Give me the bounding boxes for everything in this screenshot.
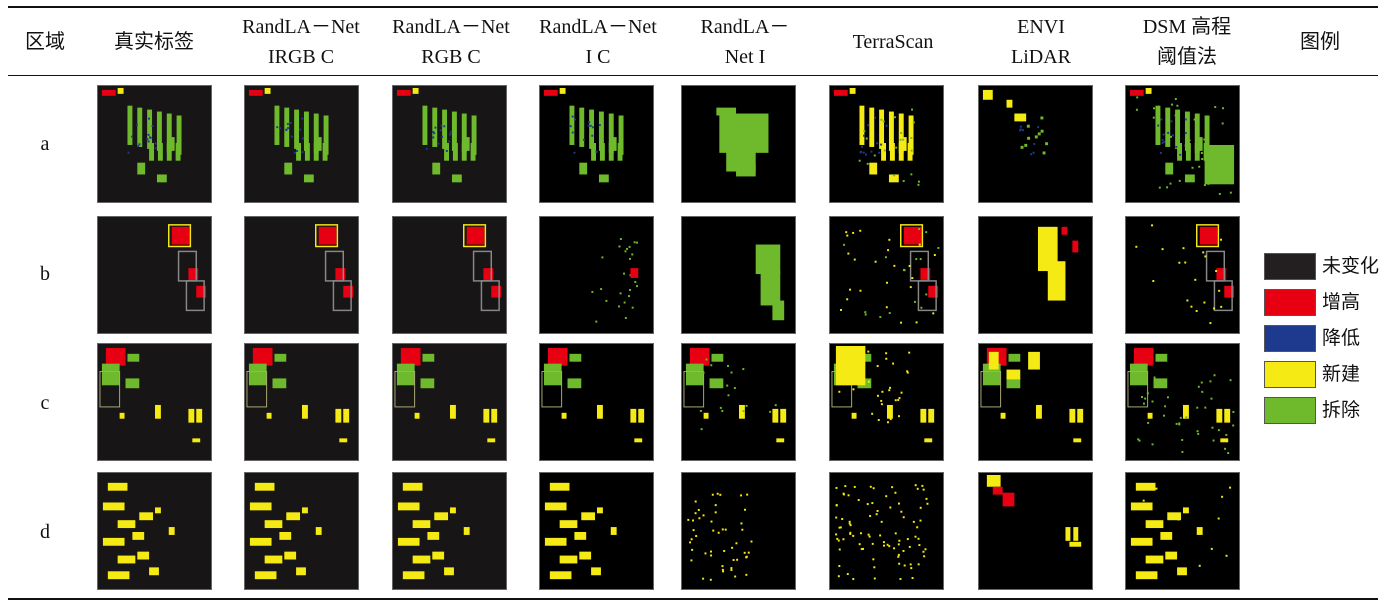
header-region: 区域	[25, 31, 65, 53]
legend-swatch	[1264, 397, 1316, 424]
bottom-rule	[8, 598, 1378, 600]
header-dsm-threshold: DSM 高程 阈值法	[1116, 12, 1258, 72]
result-image-d-envi-lidar	[978, 472, 1093, 590]
header-legend: 图例	[1300, 31, 1340, 53]
result-image-d-randla-irgb-c	[244, 472, 359, 590]
header-line2: LiDAR	[1011, 46, 1071, 68]
result-image-a-randla-i	[681, 85, 796, 203]
result-image-c-randla-irgb-c	[244, 343, 359, 461]
result-image-a-ground-truth	[97, 85, 212, 203]
header-line1: RandLA－Net	[539, 16, 657, 38]
result-image-c-randla-i-c	[539, 343, 654, 461]
result-image-b-randla-irgb-c	[244, 216, 359, 334]
result-image-a-dsm-threshold	[1125, 85, 1240, 203]
result-image-c-randla-i	[681, 343, 796, 461]
legend-label: 未变化	[1322, 255, 1380, 277]
result-image-d-randla-i-c	[539, 472, 654, 590]
header-line2: IRGB C	[267, 46, 335, 68]
header-randla-i-c: RandLA－Net I C	[527, 12, 669, 72]
legend-swatch	[1264, 325, 1316, 352]
result-image-c-terrascan	[829, 343, 944, 461]
header-line1: RandLA－	[700, 16, 790, 38]
header-line1: RandLA－Net	[242, 16, 360, 38]
header-randla-i: RandLA－ Net I	[674, 12, 816, 72]
result-image-b-randla-rgb-c	[392, 216, 507, 334]
result-image-b-envi-lidar	[978, 216, 1093, 334]
result-image-c-envi-lidar	[978, 343, 1093, 461]
header-line1: ENVI	[1017, 16, 1065, 38]
header-terrascan: TerraScan	[852, 31, 934, 53]
legend-label: 拆除	[1322, 399, 1361, 421]
row-label-a: a	[40, 133, 50, 155]
legend-swatch	[1264, 253, 1316, 280]
header-rule	[8, 75, 1378, 76]
result-image-b-randla-i	[681, 216, 796, 334]
legend-label: 增高	[1322, 291, 1361, 313]
result-image-d-randla-rgb-c	[392, 472, 507, 590]
top-rule	[8, 6, 1378, 8]
result-image-d-ground-truth	[97, 472, 212, 590]
result-image-b-randla-i-c	[539, 216, 654, 334]
result-image-b-ground-truth	[97, 216, 212, 334]
row-label-b: b	[40, 263, 50, 285]
result-image-d-terrascan	[829, 472, 944, 590]
header-line2: RGB C	[421, 46, 481, 68]
row-label-d: d	[40, 521, 50, 543]
header-randla-rgb-c: RandLA－Net RGB C	[380, 12, 522, 72]
result-image-a-randla-rgb-c	[392, 85, 507, 203]
result-image-c-dsm-threshold	[1125, 343, 1240, 461]
result-image-d-dsm-threshold	[1125, 472, 1240, 590]
header-line2: Net I	[724, 46, 766, 68]
result-image-a-terrascan	[829, 85, 944, 203]
result-image-a-randla-irgb-c	[244, 85, 359, 203]
result-image-c-ground-truth	[97, 343, 212, 461]
header-line2: 阈值法	[1157, 46, 1217, 68]
result-image-c-randla-rgb-c	[392, 343, 507, 461]
legend-swatch	[1264, 361, 1316, 388]
header-ground-truth: 真实标签	[114, 31, 194, 53]
legend-label: 新建	[1322, 363, 1361, 385]
header-line2: I C	[585, 46, 611, 68]
header-line1: RandLA－Net	[392, 16, 510, 38]
header-randla-irgb-c: RandLA－Net IRGB C	[230, 12, 372, 72]
result-image-d-randla-i	[681, 472, 796, 590]
legend-label: 降低	[1322, 327, 1361, 349]
result-image-a-randla-i-c	[539, 85, 654, 203]
row-label-c: c	[40, 392, 50, 414]
result-image-a-envi-lidar	[978, 85, 1093, 203]
result-image-b-dsm-threshold	[1125, 216, 1240, 334]
header-line1: DSM 高程	[1142, 16, 1232, 38]
legend-swatch	[1264, 289, 1316, 316]
header-envi-lidar: ENVI LiDAR	[970, 12, 1112, 72]
result-image-b-terrascan	[829, 216, 944, 334]
